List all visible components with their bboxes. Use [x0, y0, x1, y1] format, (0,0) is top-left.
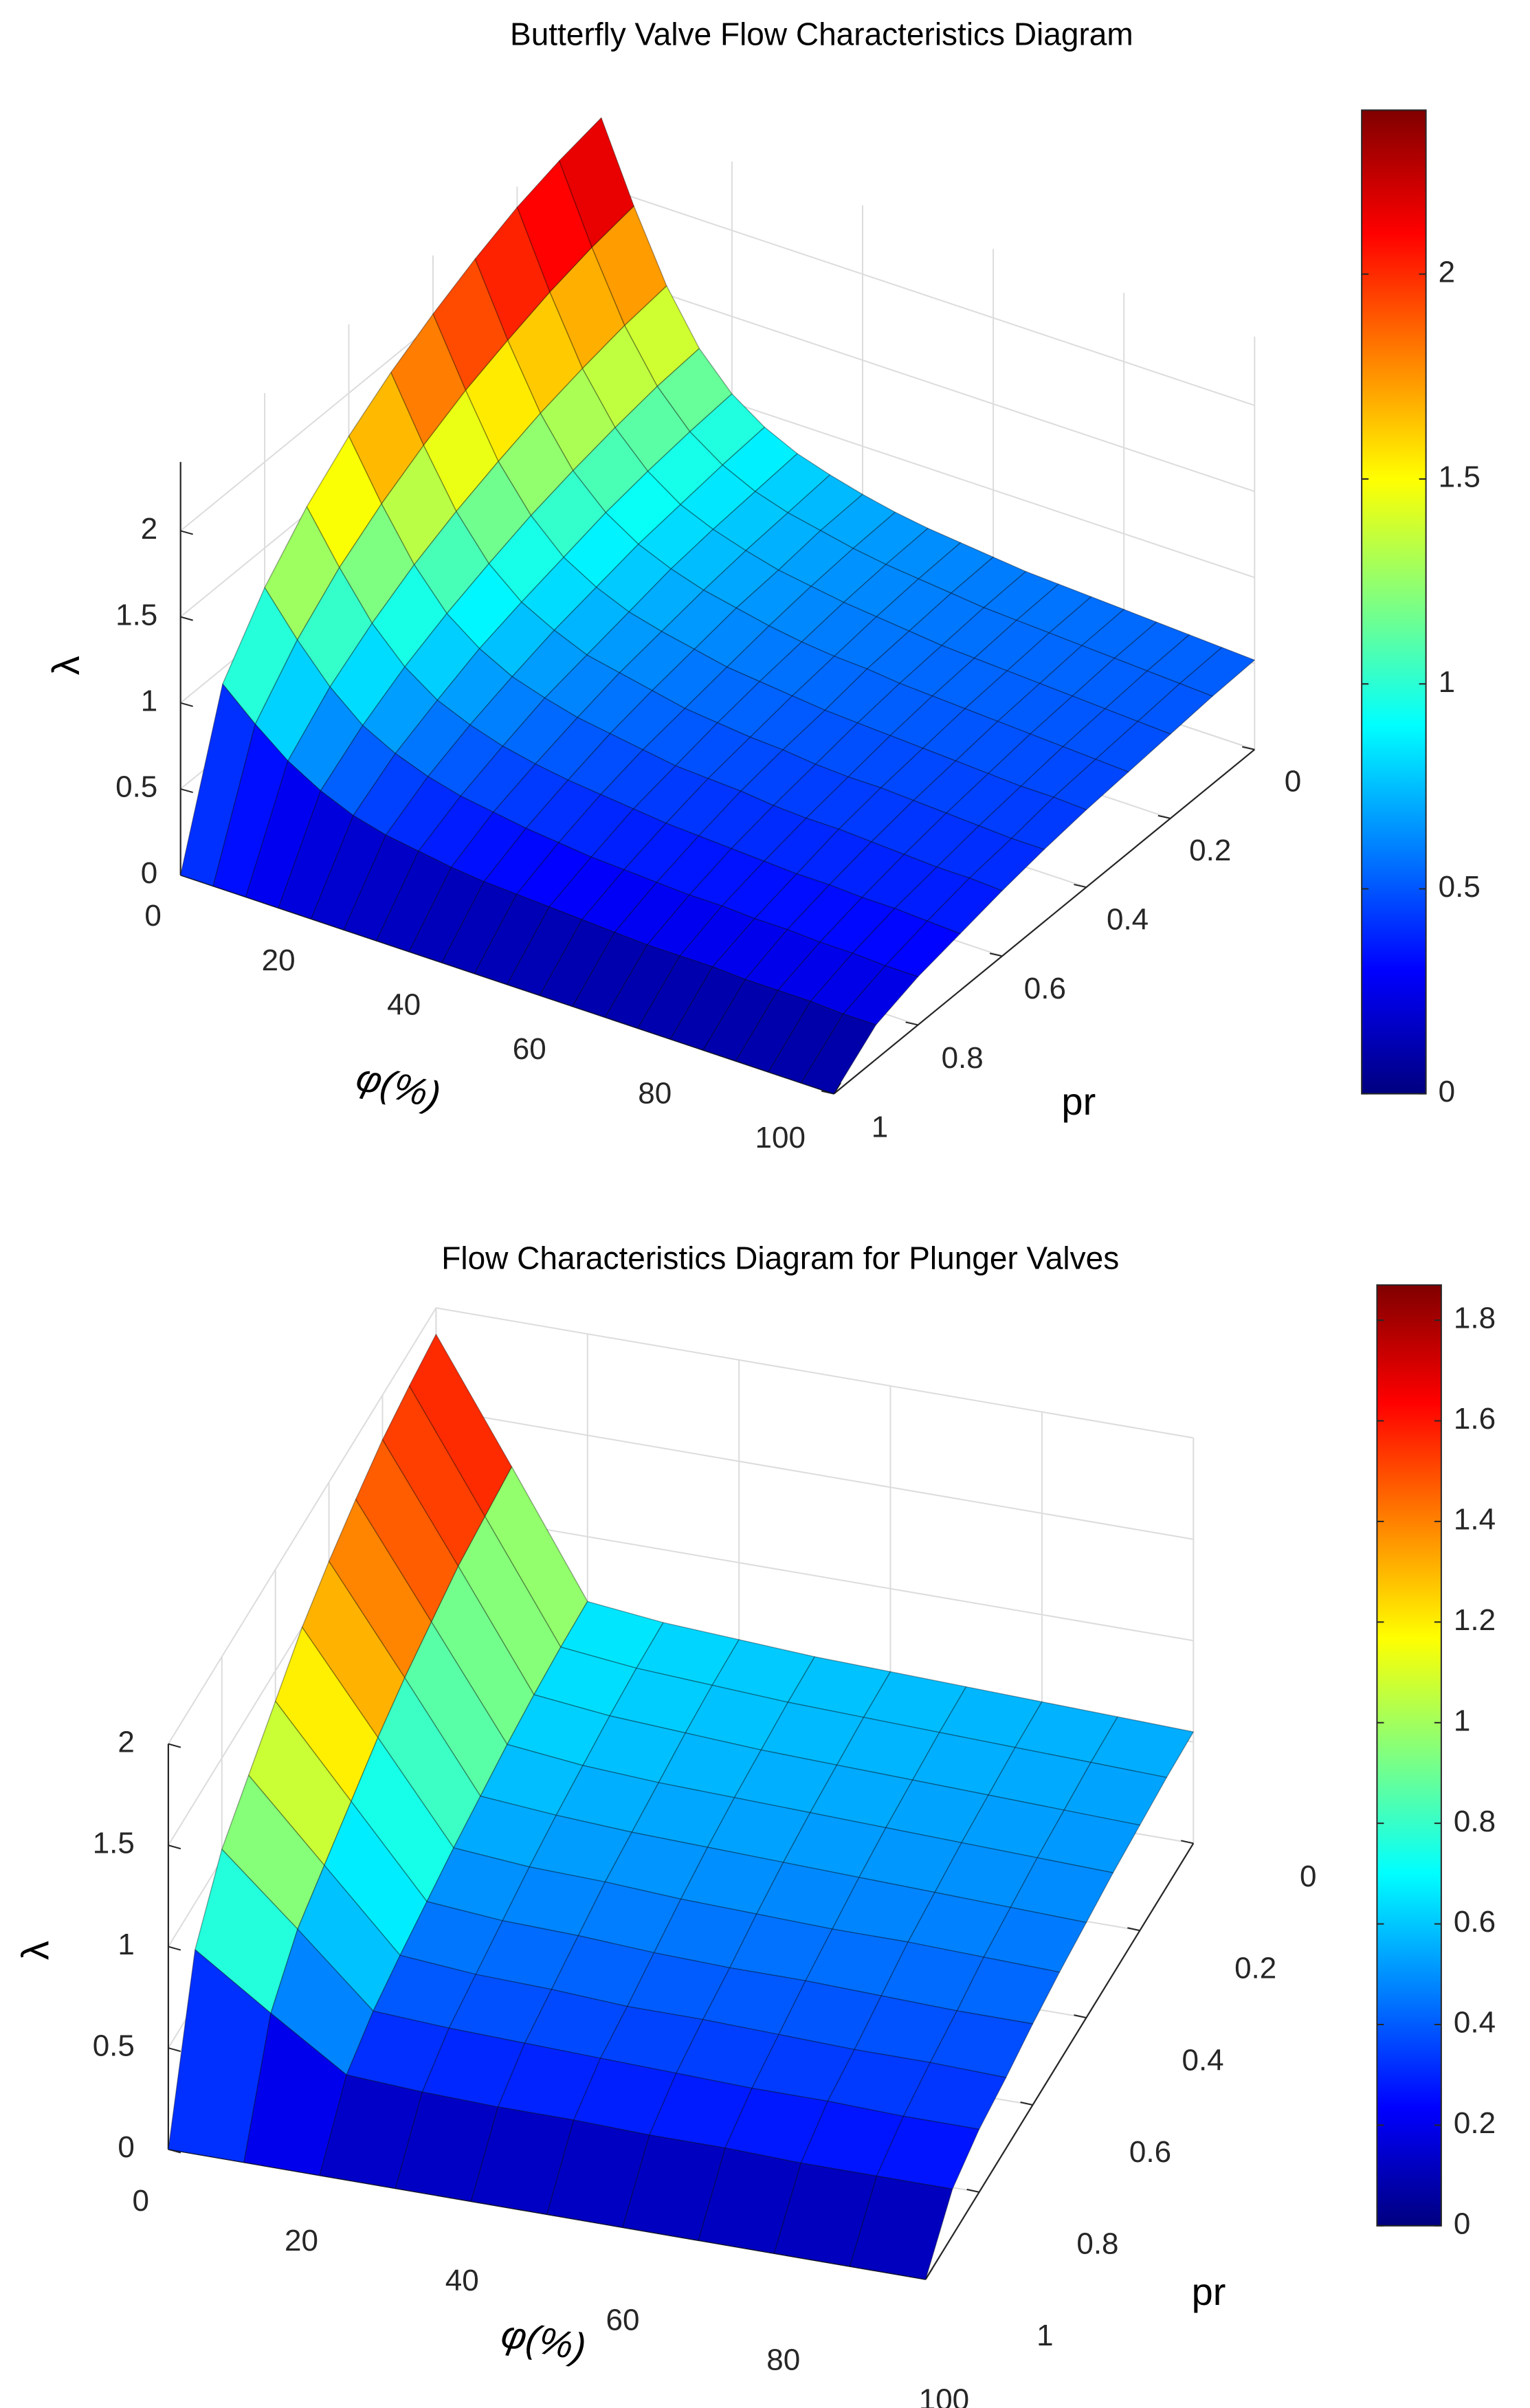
colorbar-tick-label: 1.4	[1454, 1503, 1496, 1537]
z-tick-label: 0.5	[93, 2029, 135, 2063]
colorbar-tick-label: 1.5	[1439, 460, 1481, 494]
z-tick	[180, 702, 193, 707]
z-tick	[168, 2148, 181, 2154]
x-tick-label: 60	[606, 2304, 640, 2337]
x-tick	[924, 2268, 933, 2280]
surface	[168, 1333, 1195, 2280]
y-axis-label: pr	[1061, 1080, 1096, 1123]
x-tick-label: 20	[285, 2224, 318, 2258]
y-axis	[833, 748, 1255, 1095]
y-tick	[1242, 746, 1255, 750]
z-tick	[168, 1946, 181, 1951]
y-tick	[1074, 884, 1087, 889]
z-tick-label: 0.5	[115, 770, 157, 804]
z-tick-label: 0	[118, 2130, 134, 2164]
y-tick-label: 0.6	[1129, 2135, 1171, 2169]
colorbar-tick-label: 0	[1439, 1075, 1455, 1108]
x-tick-label: 100	[919, 2383, 969, 2408]
x-tick	[833, 1082, 842, 1095]
z-tick-label: 0	[141, 856, 157, 890]
colorbar-tick-label: 0.8	[1454, 1805, 1496, 1838]
grid-line	[168, 1307, 1194, 1745]
y-axis-label: pr	[1192, 2270, 1226, 2313]
chart-title: Butterfly Valve Flow Characteristics Dia…	[510, 16, 1133, 52]
y-tick-label: 0	[1300, 1860, 1316, 1893]
colorbar-tick-label: 0.2	[1454, 2106, 1496, 2140]
y-tick-label: 0.4	[1107, 903, 1149, 937]
x-tick-label: 100	[755, 1121, 806, 1155]
x-tick-label: 0	[144, 899, 161, 933]
y-tick	[821, 1090, 834, 1095]
x-tick-label: 40	[387, 988, 421, 1021]
z-tick	[168, 2047, 181, 2053]
y-tick	[966, 2188, 979, 2193]
colorbar-tick-label: 1.6	[1454, 1402, 1496, 1436]
x-tick-label: 0	[133, 2184, 149, 2218]
y-tick	[1074, 2014, 1087, 2019]
y-tick-label: 0.8	[1076, 2227, 1118, 2260]
z-tick	[180, 530, 193, 535]
colorbar-tick-label: 1.8	[1454, 1302, 1496, 1335]
colorbar-tick-label: 1.2	[1454, 1603, 1496, 1637]
z-tick-label: 2	[141, 512, 157, 546]
surface	[180, 117, 1256, 1095]
colorbar-tick-label: 1	[1454, 1704, 1470, 1737]
colorbar-tick-label: 1	[1439, 665, 1455, 699]
z-axis-label: λ	[44, 656, 87, 675]
y-axis	[924, 1842, 1195, 2280]
x-axis-label: φ(%)	[498, 2312, 590, 2370]
z-tick-label: 1	[141, 684, 157, 717]
z-tick	[168, 1844, 181, 1850]
z-tick-label: 2	[118, 1725, 134, 1759]
y-tick	[1020, 2101, 1033, 2106]
colorbar-tick-label: 2	[1439, 255, 1455, 289]
colorbar-tick-label: 0.6	[1454, 1905, 1496, 1939]
y-tick-label: 0.4	[1182, 2043, 1223, 2077]
y-tick	[905, 1021, 918, 1026]
x-tick-label: 60	[513, 1032, 546, 1066]
x-tick-label: 80	[766, 2343, 800, 2377]
y-tick	[1127, 1927, 1140, 1932]
x-axis	[180, 874, 834, 1095]
colorbar-tick-label: 0	[1454, 2207, 1470, 2240]
y-tick	[1181, 1840, 1194, 1844]
y-tick-label: 0.6	[1024, 972, 1066, 1005]
y-tick-label: 0	[1285, 764, 1301, 798]
surface-patch	[800, 1013, 877, 1095]
z-tick-label: 1.5	[115, 598, 157, 632]
x-tick-label: 40	[445, 2264, 479, 2297]
y-tick	[989, 952, 1003, 957]
y-tick-label: 1	[1036, 2319, 1053, 2352]
z-tick	[180, 788, 193, 794]
colorbar-tick-label: 0.5	[1439, 870, 1481, 904]
x-axis-label: φ(%)	[352, 1055, 445, 1117]
z-tick-label: 1	[118, 1928, 134, 1961]
x-tick-label: 20	[262, 944, 296, 977]
colorbar	[1361, 109, 1427, 1095]
y-tick-label: 0.2	[1234, 1952, 1276, 1985]
y-tick-label: 0.2	[1189, 834, 1231, 867]
colorbar-tick-label: 0.4	[1454, 2006, 1496, 2040]
chart-title: Flow Characteristics Diagram for Plunger…	[441, 1240, 1119, 1275]
z-axis-label: λ	[13, 1941, 56, 1960]
y-tick-label: 1	[872, 1110, 888, 1144]
colorbar	[1376, 1284, 1442, 2227]
z-tick	[168, 1743, 181, 1748]
z-tick	[180, 616, 193, 621]
z-tick-label: 1.5	[93, 1827, 135, 1860]
surface-patch	[849, 2175, 953, 2280]
y-tick-label: 0.8	[942, 1041, 984, 1075]
x-tick-label: 80	[638, 1076, 672, 1110]
y-tick	[1157, 814, 1171, 819]
